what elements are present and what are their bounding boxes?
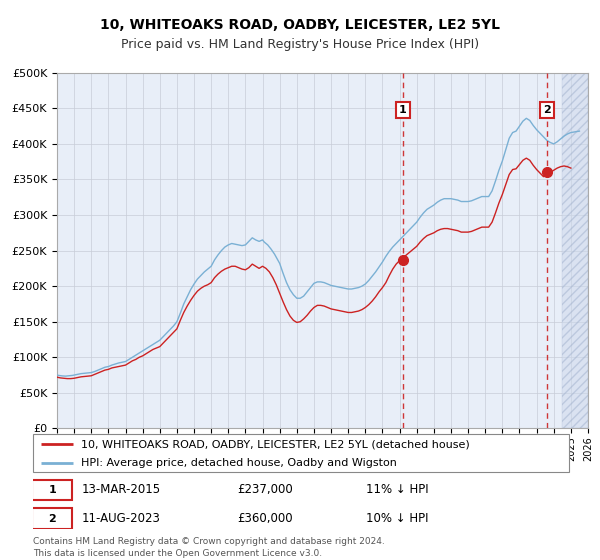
- Text: £360,000: £360,000: [237, 512, 293, 525]
- FancyBboxPatch shape: [32, 480, 72, 500]
- Text: 13-MAR-2015: 13-MAR-2015: [82, 483, 160, 496]
- Text: 11-AUG-2023: 11-AUG-2023: [82, 512, 160, 525]
- Text: £237,000: £237,000: [237, 483, 293, 496]
- Text: 1: 1: [399, 105, 407, 115]
- FancyBboxPatch shape: [32, 508, 72, 529]
- Text: 2: 2: [48, 514, 56, 524]
- FancyBboxPatch shape: [33, 433, 569, 473]
- Text: Price paid vs. HM Land Registry's House Price Index (HPI): Price paid vs. HM Land Registry's House …: [121, 38, 479, 52]
- Text: 10, WHITEOAKS ROAD, OADBY, LEICESTER, LE2 5YL: 10, WHITEOAKS ROAD, OADBY, LEICESTER, LE…: [100, 18, 500, 32]
- Bar: [562, 73, 588, 428]
- Text: 11% ↓ HPI: 11% ↓ HPI: [366, 483, 428, 496]
- Text: 10% ↓ HPI: 10% ↓ HPI: [366, 512, 428, 525]
- Text: 1: 1: [48, 485, 56, 495]
- Text: Contains HM Land Registry data © Crown copyright and database right 2024.
This d: Contains HM Land Registry data © Crown c…: [33, 537, 385, 558]
- Text: 10, WHITEOAKS ROAD, OADBY, LEICESTER, LE2 5YL (detached house): 10, WHITEOAKS ROAD, OADBY, LEICESTER, LE…: [82, 439, 470, 449]
- Text: HPI: Average price, detached house, Oadby and Wigston: HPI: Average price, detached house, Oadb…: [82, 458, 397, 468]
- Text: 2: 2: [543, 105, 551, 115]
